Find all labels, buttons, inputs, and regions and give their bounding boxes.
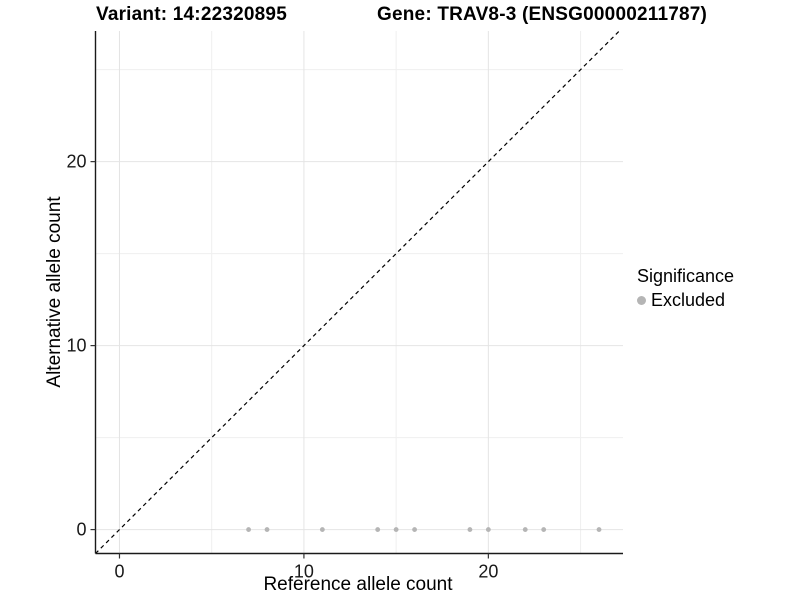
data-point — [319, 527, 325, 532]
y-axis-title: Alternative allele count — [44, 196, 65, 388]
data-point — [246, 527, 251, 532]
x-tick-label: 20 — [478, 562, 498, 582]
data-point — [596, 527, 602, 532]
legend: Significance Excluded — [637, 266, 734, 311]
legend-title: Significance — [637, 266, 735, 286]
data-point — [264, 527, 270, 532]
x-axis-title: Reference allele count — [263, 574, 453, 595]
y-tick-label: 10 — [66, 336, 86, 356]
data-point — [467, 527, 473, 532]
data-point — [393, 527, 399, 532]
identity-dashed-line — [95, 30, 620, 554]
legend-item-excluded: Excluded — [637, 290, 734, 312]
plot-title-variant: Variant: 14:22320895 — [96, 4, 287, 25]
y-tick-label: 20 — [66, 152, 86, 172]
data-point — [412, 527, 417, 532]
x-tick-label: 0 — [114, 562, 124, 582]
data-point — [375, 527, 381, 532]
legend-point-swatch — [637, 295, 646, 305]
legend-item-label: Excluded — [651, 289, 726, 310]
data-point — [522, 527, 528, 532]
plot-title-gene: Gene: TRAV8-3 (ENSG00000211787) — [377, 4, 708, 25]
x-tick-label: 10 — [294, 562, 314, 582]
data-point — [541, 527, 547, 532]
data-point — [485, 527, 491, 532]
y-tick-label: 0 — [76, 520, 86, 540]
